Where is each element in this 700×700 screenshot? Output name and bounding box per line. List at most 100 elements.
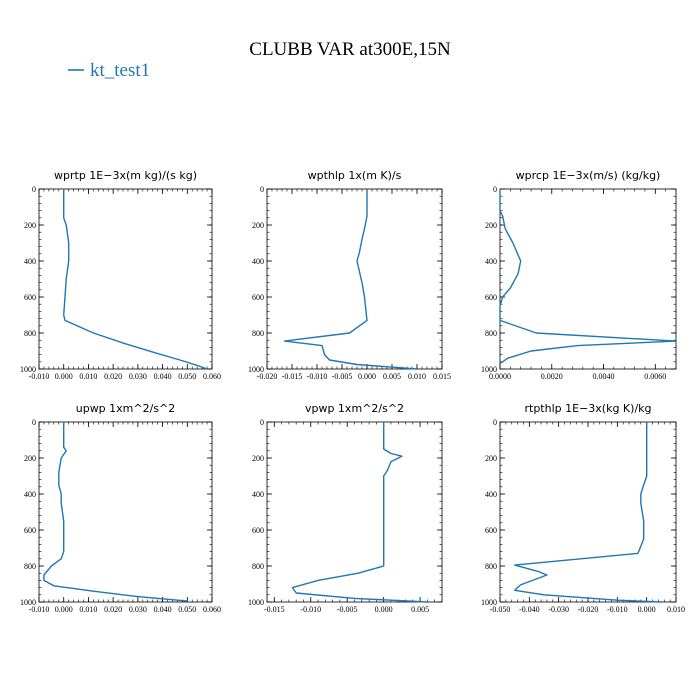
plot-frame xyxy=(38,421,213,603)
panels: wprtp 1E−3x(m kg)/(s kg) -0.010 0.000 0.010… xyxy=(20,169,685,614)
x-tick-label: -0.005 xyxy=(337,605,358,614)
panel-title: wprtp 1E−3x(m kg)/(s kg) xyxy=(54,169,197,182)
x-tick-label: 0.015 xyxy=(433,372,451,381)
x-tick-label: -0.010 xyxy=(607,605,628,614)
x-tick-label: -0.010 xyxy=(300,605,321,614)
y-tick-label: 600 xyxy=(252,526,264,535)
x-tick-label: 0.040 xyxy=(154,372,172,381)
y-tick-label: 200 xyxy=(24,454,36,463)
y-tick-label: 800 xyxy=(24,562,36,571)
x-tick-label: 0.005 xyxy=(411,605,429,614)
y-tick-label: 1000 xyxy=(481,598,497,607)
x-tick-label: 0.010 xyxy=(408,372,426,381)
x-tick-label: 0.000 xyxy=(638,605,656,614)
y-tick-label: 1000 xyxy=(20,598,36,607)
y-tick-label: 200 xyxy=(24,221,36,230)
x-tick-label: 0.000 xyxy=(55,372,73,381)
figure-title: CLUBB VAR at300E,15N xyxy=(249,39,451,60)
panel-title: upwp 1xm^2/s^2 xyxy=(76,402,176,415)
y-tick-label: 0 xyxy=(493,418,497,427)
y-tick-label: 400 xyxy=(485,490,497,499)
x-tick-label: -0.015 xyxy=(282,372,303,381)
plot-frame xyxy=(38,188,213,370)
x-tick-label: 0.060 xyxy=(203,372,221,381)
x-tick-label: 0.005 xyxy=(383,372,401,381)
y-tick-label: 800 xyxy=(252,329,264,338)
series-line xyxy=(63,189,208,370)
x-tick-label: 0.040 xyxy=(154,605,172,614)
y-tick-label: 200 xyxy=(252,454,264,463)
x-tick-label: 0.000 xyxy=(55,605,73,614)
y-tick-label: 0 xyxy=(32,185,36,194)
y-tick-label: 400 xyxy=(24,257,36,266)
series-line xyxy=(43,422,188,602)
panel-6: rtpthlp 1E−3x(kg K)/kg -0.050 -0.040 -0.030… xyxy=(481,402,685,614)
y-tick-label: 400 xyxy=(24,490,36,499)
x-tick-label: 0.000 xyxy=(375,605,393,614)
series-line xyxy=(499,189,677,365)
panel-title: wpthlp 1x(m K)/s xyxy=(308,169,402,182)
y-tick-label: 200 xyxy=(485,454,497,463)
y-tick-label: 1000 xyxy=(248,598,264,607)
series-line xyxy=(514,422,662,603)
x-tick-label: 0.010 xyxy=(79,605,97,614)
y-tick-label: 400 xyxy=(252,257,264,266)
x-tick-label: -0.010 xyxy=(29,372,50,381)
x-tick-label: 0.020 xyxy=(104,605,122,614)
y-tick-label: 800 xyxy=(485,329,497,338)
y-tick-label: 0 xyxy=(260,185,264,194)
y-tick-label: 0 xyxy=(32,418,36,427)
y-tick-label: 800 xyxy=(485,562,497,571)
y-tick-label: 200 xyxy=(252,221,264,230)
y-tick-label: 1000 xyxy=(20,365,36,374)
x-tick-label: 0.010 xyxy=(667,605,685,614)
y-tick-label: 200 xyxy=(485,221,497,230)
x-tick-label: 0.050 xyxy=(178,605,196,614)
y-tick-label: 800 xyxy=(252,562,264,571)
y-tick-label: 600 xyxy=(252,293,264,302)
x-tick-label: 0.0040 xyxy=(593,372,615,381)
y-tick-label: 1000 xyxy=(481,365,497,374)
panel-title: vpwp 1xm^2/s^2 xyxy=(305,402,404,415)
x-tick-label: 0.010 xyxy=(79,372,97,381)
x-tick-label: -0.030 xyxy=(548,605,569,614)
y-tick-label: 0 xyxy=(493,185,497,194)
y-tick-label: 0 xyxy=(260,418,264,427)
plot-frame xyxy=(266,421,443,603)
y-tick-label: 600 xyxy=(485,293,497,302)
x-tick-label: 0.020 xyxy=(104,372,122,381)
x-tick-label: -0.040 xyxy=(519,605,540,614)
x-tick-label: -0.020 xyxy=(257,372,278,381)
x-tick-label: 0.000 xyxy=(358,372,376,381)
x-tick-label: -0.020 xyxy=(578,605,599,614)
legend: kt_test1 xyxy=(68,60,150,81)
panel-5: vpwp 1xm^2/s^2 -0.015 -0.010 -0.005 0.000 0.0… xyxy=(248,402,443,614)
x-tick-label: 0.030 xyxy=(129,372,147,381)
panel-4: upwp 1xm^2/s^2 -0.010 0.000 0.010 0.020 0.030… xyxy=(20,402,221,614)
panel-1: wprtp 1E−3x(m kg)/(s kg) -0.010 0.000 0.010… xyxy=(20,169,221,381)
legend-label: kt_test1 xyxy=(90,60,150,81)
plot-frame xyxy=(499,188,677,370)
x-tick-label: 0.050 xyxy=(178,372,196,381)
series-line xyxy=(291,422,428,603)
x-tick-label: -0.010 xyxy=(307,372,328,381)
x-tick-label: 0.060 xyxy=(203,605,221,614)
x-tick-label: 0.030 xyxy=(129,605,147,614)
panel-title: wprcp 1E−3x(m/s) (kg/kg) xyxy=(516,169,661,182)
panel-title: rtpthlp 1E−3x(kg K)/kg xyxy=(524,402,651,415)
x-tick-label: 0.0060 xyxy=(644,372,666,381)
plot-frame xyxy=(266,188,443,370)
panel-2: wpthlp 1x(m K)/s -0.020 -0.015 -0.010 -0.005… xyxy=(248,169,451,381)
y-tick-label: 600 xyxy=(24,293,36,302)
x-tick-label: -0.010 xyxy=(29,605,50,614)
x-tick-label: -0.050 xyxy=(490,605,511,614)
x-tick-label: -0.005 xyxy=(332,372,353,381)
y-tick-label: 600 xyxy=(485,526,497,535)
series-line xyxy=(283,189,418,370)
x-tick-label: -0.015 xyxy=(264,605,285,614)
x-tick-label: 0.0000 xyxy=(489,372,511,381)
y-tick-label: 600 xyxy=(24,526,36,535)
y-tick-label: 400 xyxy=(252,490,264,499)
x-tick-label: 0.0020 xyxy=(541,372,563,381)
